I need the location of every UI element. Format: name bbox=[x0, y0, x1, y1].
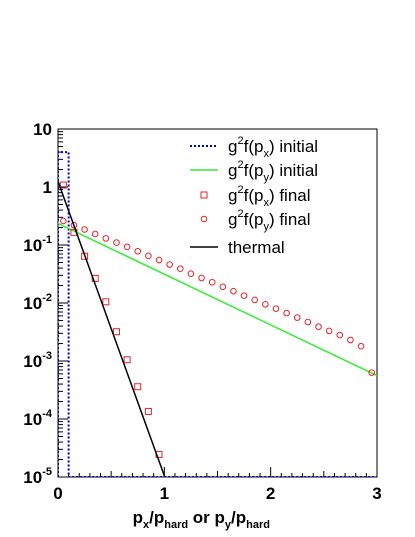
data-point bbox=[102, 235, 110, 242]
x-tick-label: 1 bbox=[160, 484, 169, 503]
plot-area bbox=[57, 128, 378, 478]
y-tick-label: 10-3 bbox=[23, 350, 52, 371]
y-tick-label: 10 bbox=[33, 120, 52, 139]
x-tick-label: 2 bbox=[266, 484, 275, 503]
legend-label: g2f(px) final bbox=[228, 184, 311, 209]
data-point bbox=[144, 407, 152, 415]
data-point bbox=[70, 221, 78, 229]
data-point bbox=[262, 300, 269, 308]
y-tick-label: 10-4 bbox=[23, 408, 53, 429]
x-tick-label: 3 bbox=[372, 484, 381, 503]
data-point bbox=[336, 331, 344, 339]
axes: 0 1 2 3 10-5 10-4 10-3 10-2 10-1 1 10 bbox=[23, 120, 381, 503]
data-point bbox=[91, 274, 99, 282]
data-point bbox=[347, 336, 354, 344]
data-point bbox=[230, 287, 237, 295]
data-point bbox=[60, 217, 67, 225]
data-point bbox=[293, 314, 301, 321]
legend-label: g2f(py) final bbox=[228, 208, 311, 233]
data-point bbox=[272, 305, 280, 312]
series-5 bbox=[58, 181, 166, 477]
legend-label: thermal bbox=[228, 238, 285, 257]
data-point bbox=[357, 342, 365, 350]
legend-entry: g2f(px) initial bbox=[190, 135, 318, 160]
legend-label: g2f(px) initial bbox=[228, 135, 318, 160]
data-point bbox=[187, 270, 195, 278]
y-tick-label: 1 bbox=[43, 178, 52, 197]
x-tick-label: 0 bbox=[53, 484, 62, 503]
data-point bbox=[315, 323, 322, 331]
data-point bbox=[102, 298, 110, 306]
x-axis-label: px/phard or py/phard bbox=[133, 508, 270, 531]
data-point bbox=[283, 309, 290, 317]
y-tick-label: 10-2 bbox=[23, 292, 52, 313]
data-point bbox=[240, 292, 248, 299]
data-point bbox=[134, 247, 142, 255]
series-layer bbox=[58, 151, 377, 477]
data-point bbox=[134, 383, 142, 391]
legend-label: g2f(py) initial bbox=[228, 159, 318, 184]
data-point bbox=[219, 283, 227, 291]
series-line bbox=[58, 181, 166, 477]
data-point bbox=[123, 356, 131, 364]
y-tick-label: 10-1 bbox=[23, 234, 52, 255]
data-point bbox=[198, 274, 205, 282]
data-point bbox=[368, 369, 375, 376]
data-point bbox=[325, 327, 333, 335]
data-point bbox=[59, 181, 67, 189]
y-tick-label: 10-5 bbox=[23, 466, 52, 487]
data-point bbox=[113, 239, 120, 246]
legend-swatch bbox=[200, 215, 208, 223]
data-point bbox=[166, 261, 173, 268]
data-point bbox=[112, 328, 120, 336]
data-point bbox=[251, 296, 259, 304]
legend-entry: thermal bbox=[190, 238, 285, 257]
series-4 bbox=[60, 217, 375, 376]
legend-entry: g2f(py) final bbox=[200, 208, 311, 233]
data-point bbox=[208, 278, 216, 286]
series-2 bbox=[58, 222, 377, 377]
data-point bbox=[145, 252, 152, 260]
data-point bbox=[81, 226, 88, 233]
data-point bbox=[176, 265, 184, 273]
data-point bbox=[91, 230, 99, 238]
series-line bbox=[58, 222, 377, 377]
legend-entry: g2f(py) initial bbox=[190, 159, 318, 184]
plot-frame bbox=[57, 128, 378, 478]
data-point bbox=[155, 256, 163, 264]
data-point bbox=[123, 243, 131, 251]
legend-entry: g2f(px) final bbox=[200, 184, 311, 209]
legend-swatch bbox=[200, 191, 208, 199]
data-point bbox=[304, 318, 312, 326]
